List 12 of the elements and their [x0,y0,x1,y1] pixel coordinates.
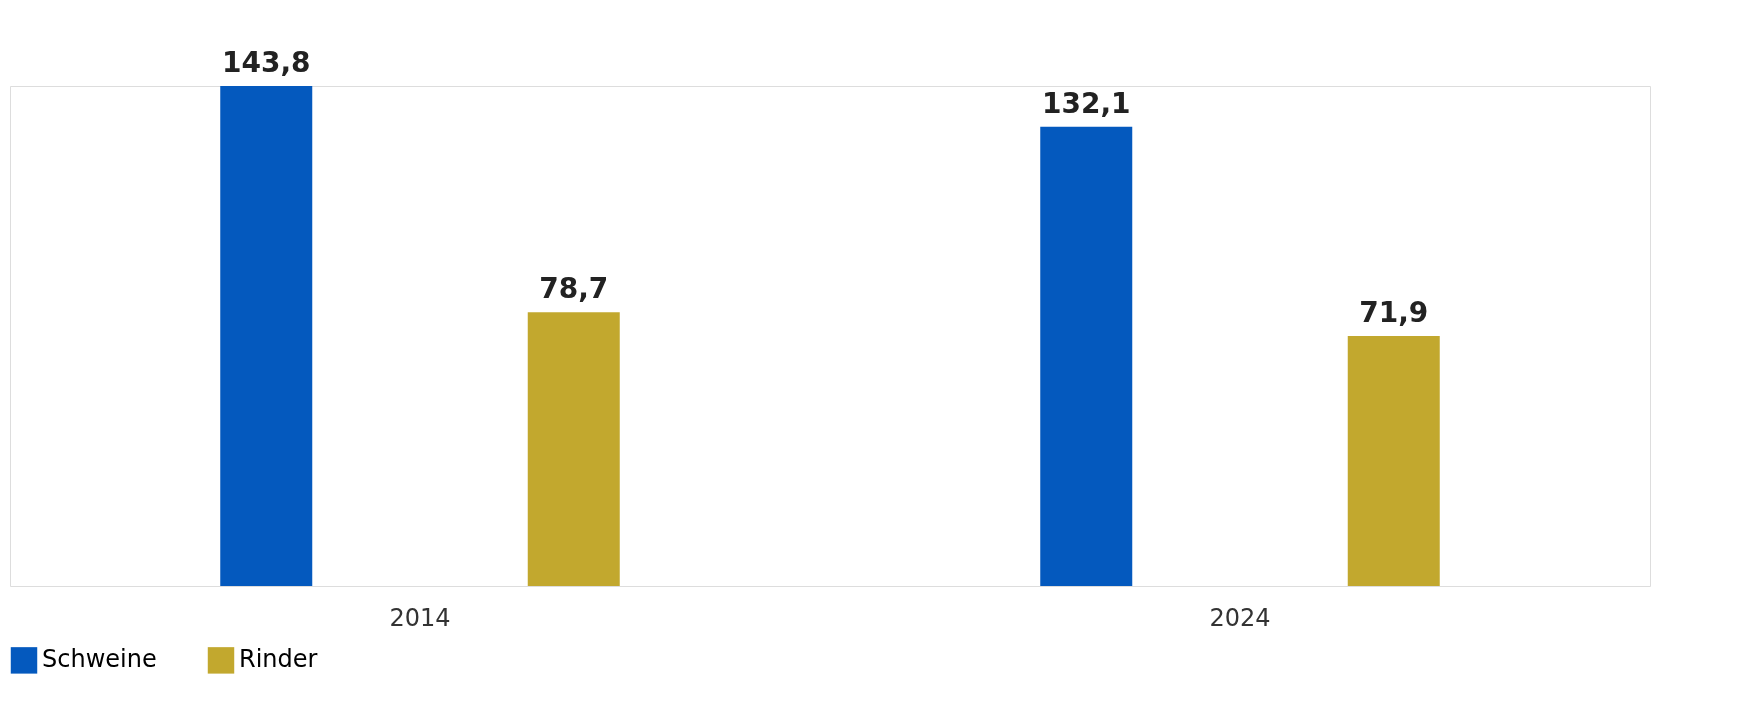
data-label: 78,7 [539,272,609,306]
legend-label: Schweine [42,645,157,674]
bar [527,312,620,586]
data-label: 71,9 [1359,296,1429,329]
data-label: 132,1 [1041,86,1131,120]
bar [220,86,313,586]
x-tick-label: 2014 [389,603,451,632]
x-tick-label: 2024 [1209,603,1271,632]
bar [1347,336,1440,586]
legend-label: Rinder [239,645,318,674]
data-label: 143,8 [221,46,311,79]
bar [1040,126,1133,586]
